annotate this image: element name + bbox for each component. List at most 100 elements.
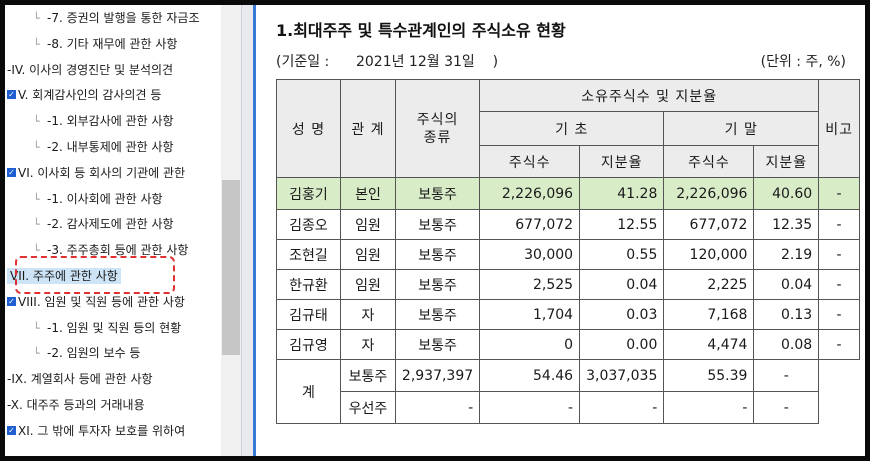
total-common-begin-shares: 2,937,397 <box>394 359 481 392</box>
tree-item[interactable]: └ -1. 임원 및 직원 등의 현황 <box>33 318 181 338</box>
table-row: 한규환 임원 보통주 2,525 0.04 2,225 0.04- <box>276 269 860 300</box>
tree-item[interactable]: └ -2. 감사제도에 관한 사항 <box>33 214 174 234</box>
table-row: 조현길 임원 보통주 30,000 0.55 120,000 2.19- <box>276 239 860 270</box>
cell-note: - <box>818 329 860 360</box>
tree-guide-line-icon: └ <box>33 115 40 129</box>
checkbox-icon[interactable]: ✓ <box>7 167 16 177</box>
cell-type: 보통주 <box>394 239 481 270</box>
cell-name: 김종오 <box>276 209 341 240</box>
cell-begin-shares: 2,525 <box>479 269 581 300</box>
total-preferred-begin-ratio: - <box>479 391 581 424</box>
cell-end-shares: 7,168 <box>663 299 755 330</box>
cell-end-ratio: 0.13 <box>753 299 820 330</box>
tree-guide-line-icon: └ <box>33 321 40 335</box>
header-holdings: 소유주식수 및 지분율 <box>479 79 820 112</box>
header-stock-type: 주식의 종류 <box>394 79 481 178</box>
header-begin-shares: 주식수 <box>479 145 581 178</box>
tree-item[interactable]: └ -1. 외부감사에 관한 사항 <box>33 111 174 131</box>
cell-type: 보통주 <box>394 177 481 210</box>
tree-item[interactable]: └ -2. 임원의 보수 등 <box>33 343 140 363</box>
tree-guide-line-icon: └ <box>33 37 40 51</box>
cell-end-ratio: 0.04 <box>753 269 820 300</box>
cell-relation: 자 <box>339 329 396 360</box>
tree-guide-line-icon: └ <box>33 12 40 25</box>
tree-item-label: VII. 주주에 관한 사항 <box>7 268 121 284</box>
tree-item[interactable]: VII. 주주에 관한 사항 <box>7 266 121 286</box>
tree-item[interactable]: -IV. 이사의 경영진단 및 분석의견 <box>7 60 173 80</box>
tree-item-label: -X. 대주주 등과의 거래내용 <box>7 398 145 412</box>
cell-begin-ratio: 0.00 <box>579 329 665 360</box>
cell-type: 보통주 <box>394 299 481 330</box>
header-name: 성 명 <box>276 79 341 178</box>
header-end: 기 말 <box>663 111 820 146</box>
tree-item-label: -2. 내부통제에 관한 사항 <box>47 140 174 154</box>
toc-tree[interactable]: └ -7. 증권의 발행을 통한 자금조 └ -8. 기타 재무에 관한 사항 -IV.… <box>5 5 221 456</box>
header-note: 비고 <box>818 79 860 178</box>
checkbox-icon[interactable]: ✓ <box>7 425 16 435</box>
tree-item[interactable]: └ -8. 기타 재무에 관한 사항 <box>33 34 177 54</box>
section-title: 1.최대주주 및 특수관계인의 주식소유 현황 <box>276 21 566 40</box>
cell-note: - <box>818 269 860 300</box>
header-relation: 관 계 <box>339 79 396 178</box>
tree-guide-line-icon: └ <box>33 347 40 361</box>
tree-item-label: V. 회계감사인의 감사의견 등 <box>18 88 162 103</box>
tree-item-label: -1. 외부감사에 관한 사항 <box>47 114 174 129</box>
checkbox-icon[interactable]: ✓ <box>7 90 16 100</box>
cell-relation: 본인 <box>339 177 396 210</box>
cell-type: 보통주 <box>394 329 481 360</box>
cell-name: 김규태 <box>276 299 341 330</box>
total-common-begin-ratio: 54.46 <box>479 359 581 392</box>
cell-note: - <box>818 299 860 330</box>
cell-end-shares: 2,226,096 <box>663 177 755 210</box>
header-end-ratio: 지분율 <box>753 145 820 178</box>
header-end-shares: 주식수 <box>663 145 755 178</box>
selection-highlight-box <box>15 256 175 294</box>
total-common-end-shares: 3,037,035 <box>579 359 665 392</box>
tree-item[interactable]: └ -2. 내부통제에 관한 사항 <box>33 137 174 157</box>
tree-item[interactable]: └ -3. 주주총회 등에 관한 사항 <box>33 240 188 260</box>
cell-begin-shares: 677,072 <box>479 209 581 240</box>
table-row: 김종오 임원 보통주 677,072 12.55 677,072 12.35- <box>276 209 860 240</box>
tree-item[interactable]: ✓ V. 회계감사인의 감사의견 등 <box>7 85 161 105</box>
tree-item-label: -7. 증권의 발행을 통한 자금조 <box>47 11 200 25</box>
tree-item[interactable]: ✓ VI. 이사회 등 회사의 기관에 관한 <box>7 163 185 183</box>
cell-type: 보통주 <box>394 209 481 240</box>
tree-item[interactable]: └ -7. 증권의 발행을 통한 자금조 <box>33 8 199 28</box>
cell-begin-shares: 1,704 <box>479 299 581 330</box>
cell-note: - <box>818 177 860 210</box>
cell-begin-ratio: 41.28 <box>579 177 665 210</box>
tree-item-label: -8. 기타 재무에 관한 사항 <box>47 36 178 51</box>
cell-name: 김홍기 <box>276 177 341 210</box>
cell-end-shares: 120,000 <box>663 239 755 270</box>
tree-item-label: -1. 이사회에 관한 사항 <box>47 191 163 206</box>
tree-item-label: VI. 이사회 등 회사의 기관에 관한 <box>18 165 186 180</box>
table-row: 김홍기 본인 보통주 2,226,096 41.28 2,226,096 40.60- <box>276 177 860 210</box>
cell-begin-ratio: 0.04 <box>579 269 665 300</box>
tree-scrollbar-thumb[interactable] <box>222 180 240 355</box>
tree-item[interactable]: ✓ VIII. 임원 및 직원 등에 관한 사항 <box>7 292 185 312</box>
shareholding-table: 성 명 관 계 주식의 종류 소유주식수 및 지분율 비고 기 초 기 말 주식… <box>276 79 860 424</box>
header-begin: 기 초 <box>479 111 665 146</box>
total-preferred-type: 우선주 <box>339 391 396 424</box>
base-date: (기준일 : 2021년 12월 31일 ) <box>276 54 499 70</box>
header-begin-ratio: 지분율 <box>579 145 665 178</box>
cell-relation: 임원 <box>339 209 396 240</box>
total-preferred-end-shares: - <box>579 391 665 424</box>
tree-item[interactable]: -IX. 계열회사 등에 관한 사항 <box>7 369 153 389</box>
cell-end-ratio: 40.60 <box>753 177 820 210</box>
cell-end-ratio: 0.08 <box>753 329 820 360</box>
cell-end-shares: 677,072 <box>663 209 755 240</box>
tree-item-label: -2. 임원의 보수 등 <box>47 346 141 361</box>
tree-item-label: VIII. 임원 및 직원 등에 관한 사항 <box>18 294 185 309</box>
cell-name: 김규영 <box>276 329 341 360</box>
tree-item[interactable]: -X. 대주주 등과의 거래내용 <box>7 395 145 415</box>
panel-splitter[interactable] <box>241 5 254 456</box>
total-common-end-ratio: 55.39 <box>663 359 755 392</box>
cell-begin-ratio: 0.03 <box>579 299 665 330</box>
total-label: 계 <box>276 359 341 424</box>
checkbox-icon[interactable]: ✓ <box>7 296 16 306</box>
cell-begin-shares: 30,000 <box>479 239 581 270</box>
tree-item[interactable]: └ -1. 이사회에 관한 사항 <box>33 189 163 209</box>
table-body: 김홍기 본인 보통주 2,226,096 41.28 2,226,096 40.60- 김종오… <box>276 177 860 360</box>
tree-item[interactable]: ✓ XI. 그 밖에 투자자 보호를 위하여 <box>7 421 185 441</box>
